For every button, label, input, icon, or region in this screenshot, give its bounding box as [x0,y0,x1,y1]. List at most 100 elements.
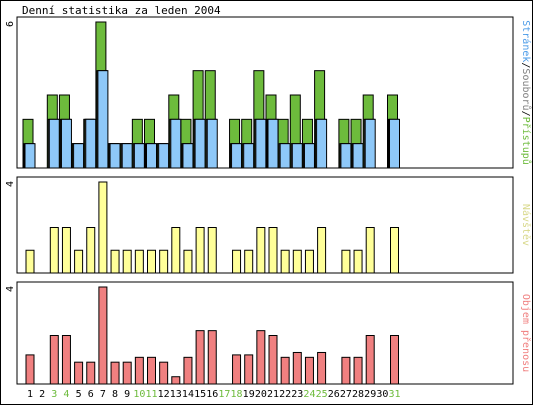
bar-pages [182,143,194,169]
bar-traffic [61,335,71,385]
bar-traffic [317,351,327,385]
x-tick-label: 12 [158,389,170,400]
bar-visits [61,227,71,274]
bar-visits [86,227,96,274]
chart-title: Denní statistika za leden 2004 [22,4,221,17]
x-tick-label: 16 [206,389,218,400]
x-tick-label: 20 [255,389,267,400]
bar-traffic [159,361,169,385]
bar-pages [60,118,72,169]
bar-visits [98,181,108,274]
legend-bottom: Objem přenosu [520,294,532,372]
bar-traffic [171,376,181,385]
bar-visits [159,249,169,274]
bar-visits [353,249,363,274]
x-tick-label: 1 [27,389,33,400]
x-tick-label: 24 [303,389,315,400]
x-tick-label: 17 [218,389,230,400]
bar-visits [280,249,290,274]
bar-traffic [49,335,59,385]
bar-pages [206,118,218,169]
bar-traffic [292,351,302,385]
bar-traffic [25,354,35,385]
bar-traffic [244,354,254,385]
bar-visits [195,227,205,274]
bar-traffic [86,361,96,385]
y-tick-label-middle: 4 [5,181,16,187]
bar-pages [364,118,376,169]
x-tick-label: 22 [279,389,291,400]
bar-pages [170,118,182,169]
bar-visits [256,227,266,274]
x-tick-label: 27 [340,389,352,400]
bar-pages [48,118,60,169]
legend-entry: / [520,111,531,117]
bar-pages [73,143,85,169]
bar-traffic [207,330,217,385]
bar-pages [352,143,364,169]
bar-pages [97,70,109,169]
bar-pages [146,143,157,169]
y-tick-label-top: 6 [5,21,16,27]
bar-traffic [232,354,242,385]
bar-pages [121,143,133,169]
bar-traffic [365,335,375,385]
legend-entry: Přístupů [520,117,532,165]
legend-entry: Návštěv [520,204,532,246]
bar-visits [365,227,375,274]
bar-traffic [147,356,156,385]
bar-visits [292,249,302,274]
x-tick-label: 2 [39,389,45,400]
bar-visits [171,227,181,274]
bar-traffic [74,361,84,385]
bar-pages [340,143,352,169]
bar-pages [267,118,279,169]
bar-traffic [134,356,144,385]
x-tick-label: 26 [328,389,340,400]
bar-visits [134,249,144,274]
x-tick-label: 4 [63,389,69,400]
bar-traffic [110,361,120,385]
bar-traffic [304,356,314,385]
x-tick-label: 21 [267,389,279,400]
bar-traffic [280,356,290,385]
x-tick-label: 25 [316,389,328,400]
x-tick-label: 30 [376,389,388,400]
x-tick-label: 6 [88,389,94,400]
x-tick-label: 19 [243,389,255,400]
x-tick-label: 8 [112,389,118,400]
bar-pages [194,118,206,169]
bar-visits [232,249,242,274]
legend-entry: Objem přenosu [520,294,532,372]
bar-visits [244,249,254,274]
bar-visits [268,227,278,274]
bar-pages [389,118,400,169]
x-tick-label: 5 [76,389,82,400]
bar-visits [147,249,156,274]
bar-visits [122,249,132,274]
legend-top: Stránek/Souborů/Přístupů [520,20,532,165]
bar-pages [85,118,97,169]
bar-visits [341,249,351,274]
legend-entry: Souborů [520,68,532,110]
x-tick-label: 29 [364,389,376,400]
bar-pages [291,143,303,169]
x-tick-label: 3 [51,389,57,400]
bar-pages [24,143,36,169]
bar-pages [133,143,145,169]
bar-visits [390,227,399,274]
bar-pages [243,143,255,169]
x-tick-label: 23 [291,389,303,400]
bar-pages [279,143,291,169]
bar-visits [110,249,120,274]
x-tick-label: 11 [145,389,157,400]
bar-visits [49,227,59,274]
bar-pages [231,143,243,169]
bar-traffic [183,356,193,385]
legend-entry: Stránek [520,20,532,62]
x-tick-label: 14 [182,389,194,400]
bar-visits [74,249,84,274]
x-tick-label: 7 [100,389,106,400]
bar-visits [25,249,35,274]
